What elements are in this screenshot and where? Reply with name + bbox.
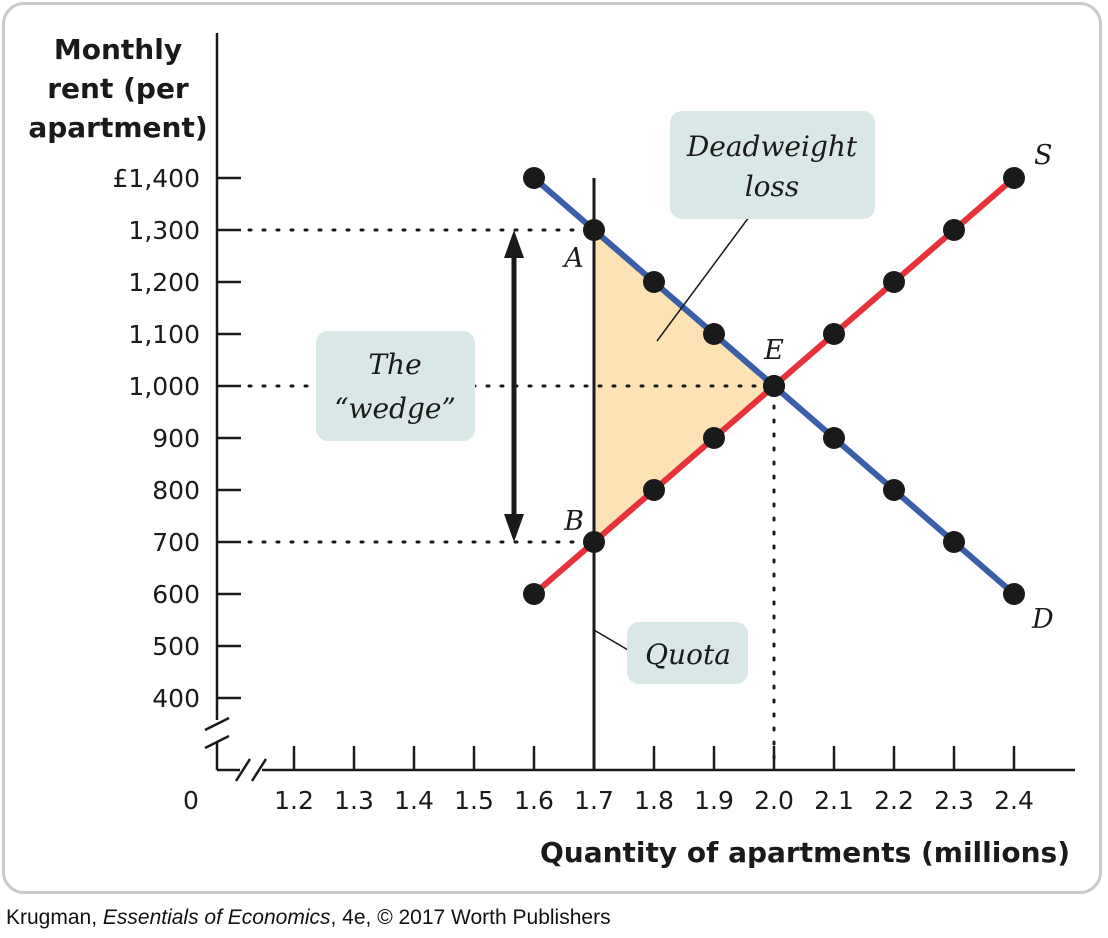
caption: Krugman, Essentials of Economics, 4e, © …	[6, 906, 611, 930]
labels: S D A B E Deadweight loss The “wedge” Quota	[316, 111, 1054, 684]
data-point-s	[583, 531, 605, 553]
chart: 400 500 600 700 800 900 1,000 1,100 1,200 1,300 £1…	[28, 33, 1075, 869]
figure-frame	[2, 2, 1102, 894]
deadweight-loss-box	[670, 111, 875, 219]
wedge-arrow-head-top	[504, 230, 524, 258]
x-tick-label: 2.3	[934, 786, 974, 815]
y-axis-title: apartment)	[28, 111, 207, 144]
data-point-s	[943, 219, 965, 241]
x-axis-title: Quantity of apartments (millions)	[540, 836, 1070, 869]
data-point-s	[823, 323, 845, 345]
deadweight-leader-line	[656, 212, 753, 342]
wedge-box	[316, 331, 475, 441]
x-tick-label: 2.1	[814, 786, 854, 815]
caption-rest: , 4e, © 2017 Worth Publishers	[330, 906, 611, 929]
data-points	[523, 167, 1025, 605]
y-tick-label: 500	[152, 632, 200, 661]
point-label-b: B	[563, 506, 584, 537]
x-axis-break-mark	[234, 758, 252, 782]
quota-leader-line	[593, 629, 629, 651]
x-tick-label: 2.4	[994, 786, 1034, 815]
data-point-d	[703, 323, 725, 345]
x-tick-label: 1.4	[394, 786, 434, 815]
y-tick-label: 1,000	[128, 372, 200, 401]
y-axis-title: Monthly	[54, 33, 182, 66]
data-point-d	[523, 167, 545, 189]
y-axis-break-mark	[204, 734, 230, 750]
data-point-d	[943, 531, 965, 553]
data-point-s	[763, 375, 785, 397]
data-point-d	[823, 427, 845, 449]
wedge-label: “wedge”	[334, 392, 456, 425]
deadweight-loss-label: loss	[745, 170, 800, 203]
series-label-d: D	[1031, 604, 1054, 635]
y-axis-break-mark	[204, 716, 230, 732]
caption-title: Essentials of Economics	[102, 906, 331, 929]
deadweight-loss-label: Deadweight	[686, 130, 858, 163]
origin-label: 0	[183, 786, 199, 815]
data-point-s	[523, 583, 545, 605]
axes: 400 500 600 700 800 900 1,000 1,100 1,200 1,300 £1…	[28, 33, 1075, 869]
caption-author: Krugman,	[6, 906, 103, 929]
x-tick-label: 1.6	[514, 786, 554, 815]
x-tick-label: 1.3	[334, 786, 374, 815]
point-label-e: E	[763, 335, 784, 366]
x-tick-label: 1.2	[274, 786, 314, 815]
y-tick-label: 1,300	[128, 216, 200, 245]
y-tick-label: £1,400	[113, 164, 200, 193]
series-label-s: S	[1034, 140, 1053, 171]
data-point-d	[1003, 583, 1025, 605]
x-tick-label: 1.5	[454, 786, 494, 815]
data-point-d	[583, 219, 605, 241]
quota-label: Quota	[645, 638, 731, 671]
quota-box	[627, 622, 748, 684]
y-tick-label: 900	[152, 424, 200, 453]
x-tick-label: 2.0	[754, 786, 794, 815]
data-point-d	[883, 479, 905, 501]
x-tick-label: 1.7	[574, 786, 614, 815]
x-axis-break-mark	[250, 758, 268, 782]
y-tick-label: 1,100	[128, 320, 200, 349]
data-point-s	[883, 271, 905, 293]
y-tick-label: 800	[152, 476, 200, 505]
wedge-label: The	[368, 348, 421, 381]
x-tick-label: 2.2	[874, 786, 914, 815]
y-tick-label: 600	[152, 580, 200, 609]
data-point-d	[643, 271, 665, 293]
data-point-s	[703, 427, 725, 449]
x-tick-label: 1.9	[694, 786, 734, 815]
data-point-s	[643, 479, 665, 501]
data-point-s	[1003, 167, 1025, 189]
wedge-arrow-head-bottom	[504, 514, 524, 542]
y-tick-label: 400	[152, 684, 200, 713]
point-label-a: A	[561, 243, 584, 274]
y-axis-title: rent (per	[47, 72, 189, 105]
x-tick-label: 1.8	[634, 786, 674, 815]
y-tick-label: 700	[152, 528, 200, 557]
y-tick-label: 1,200	[128, 268, 200, 297]
